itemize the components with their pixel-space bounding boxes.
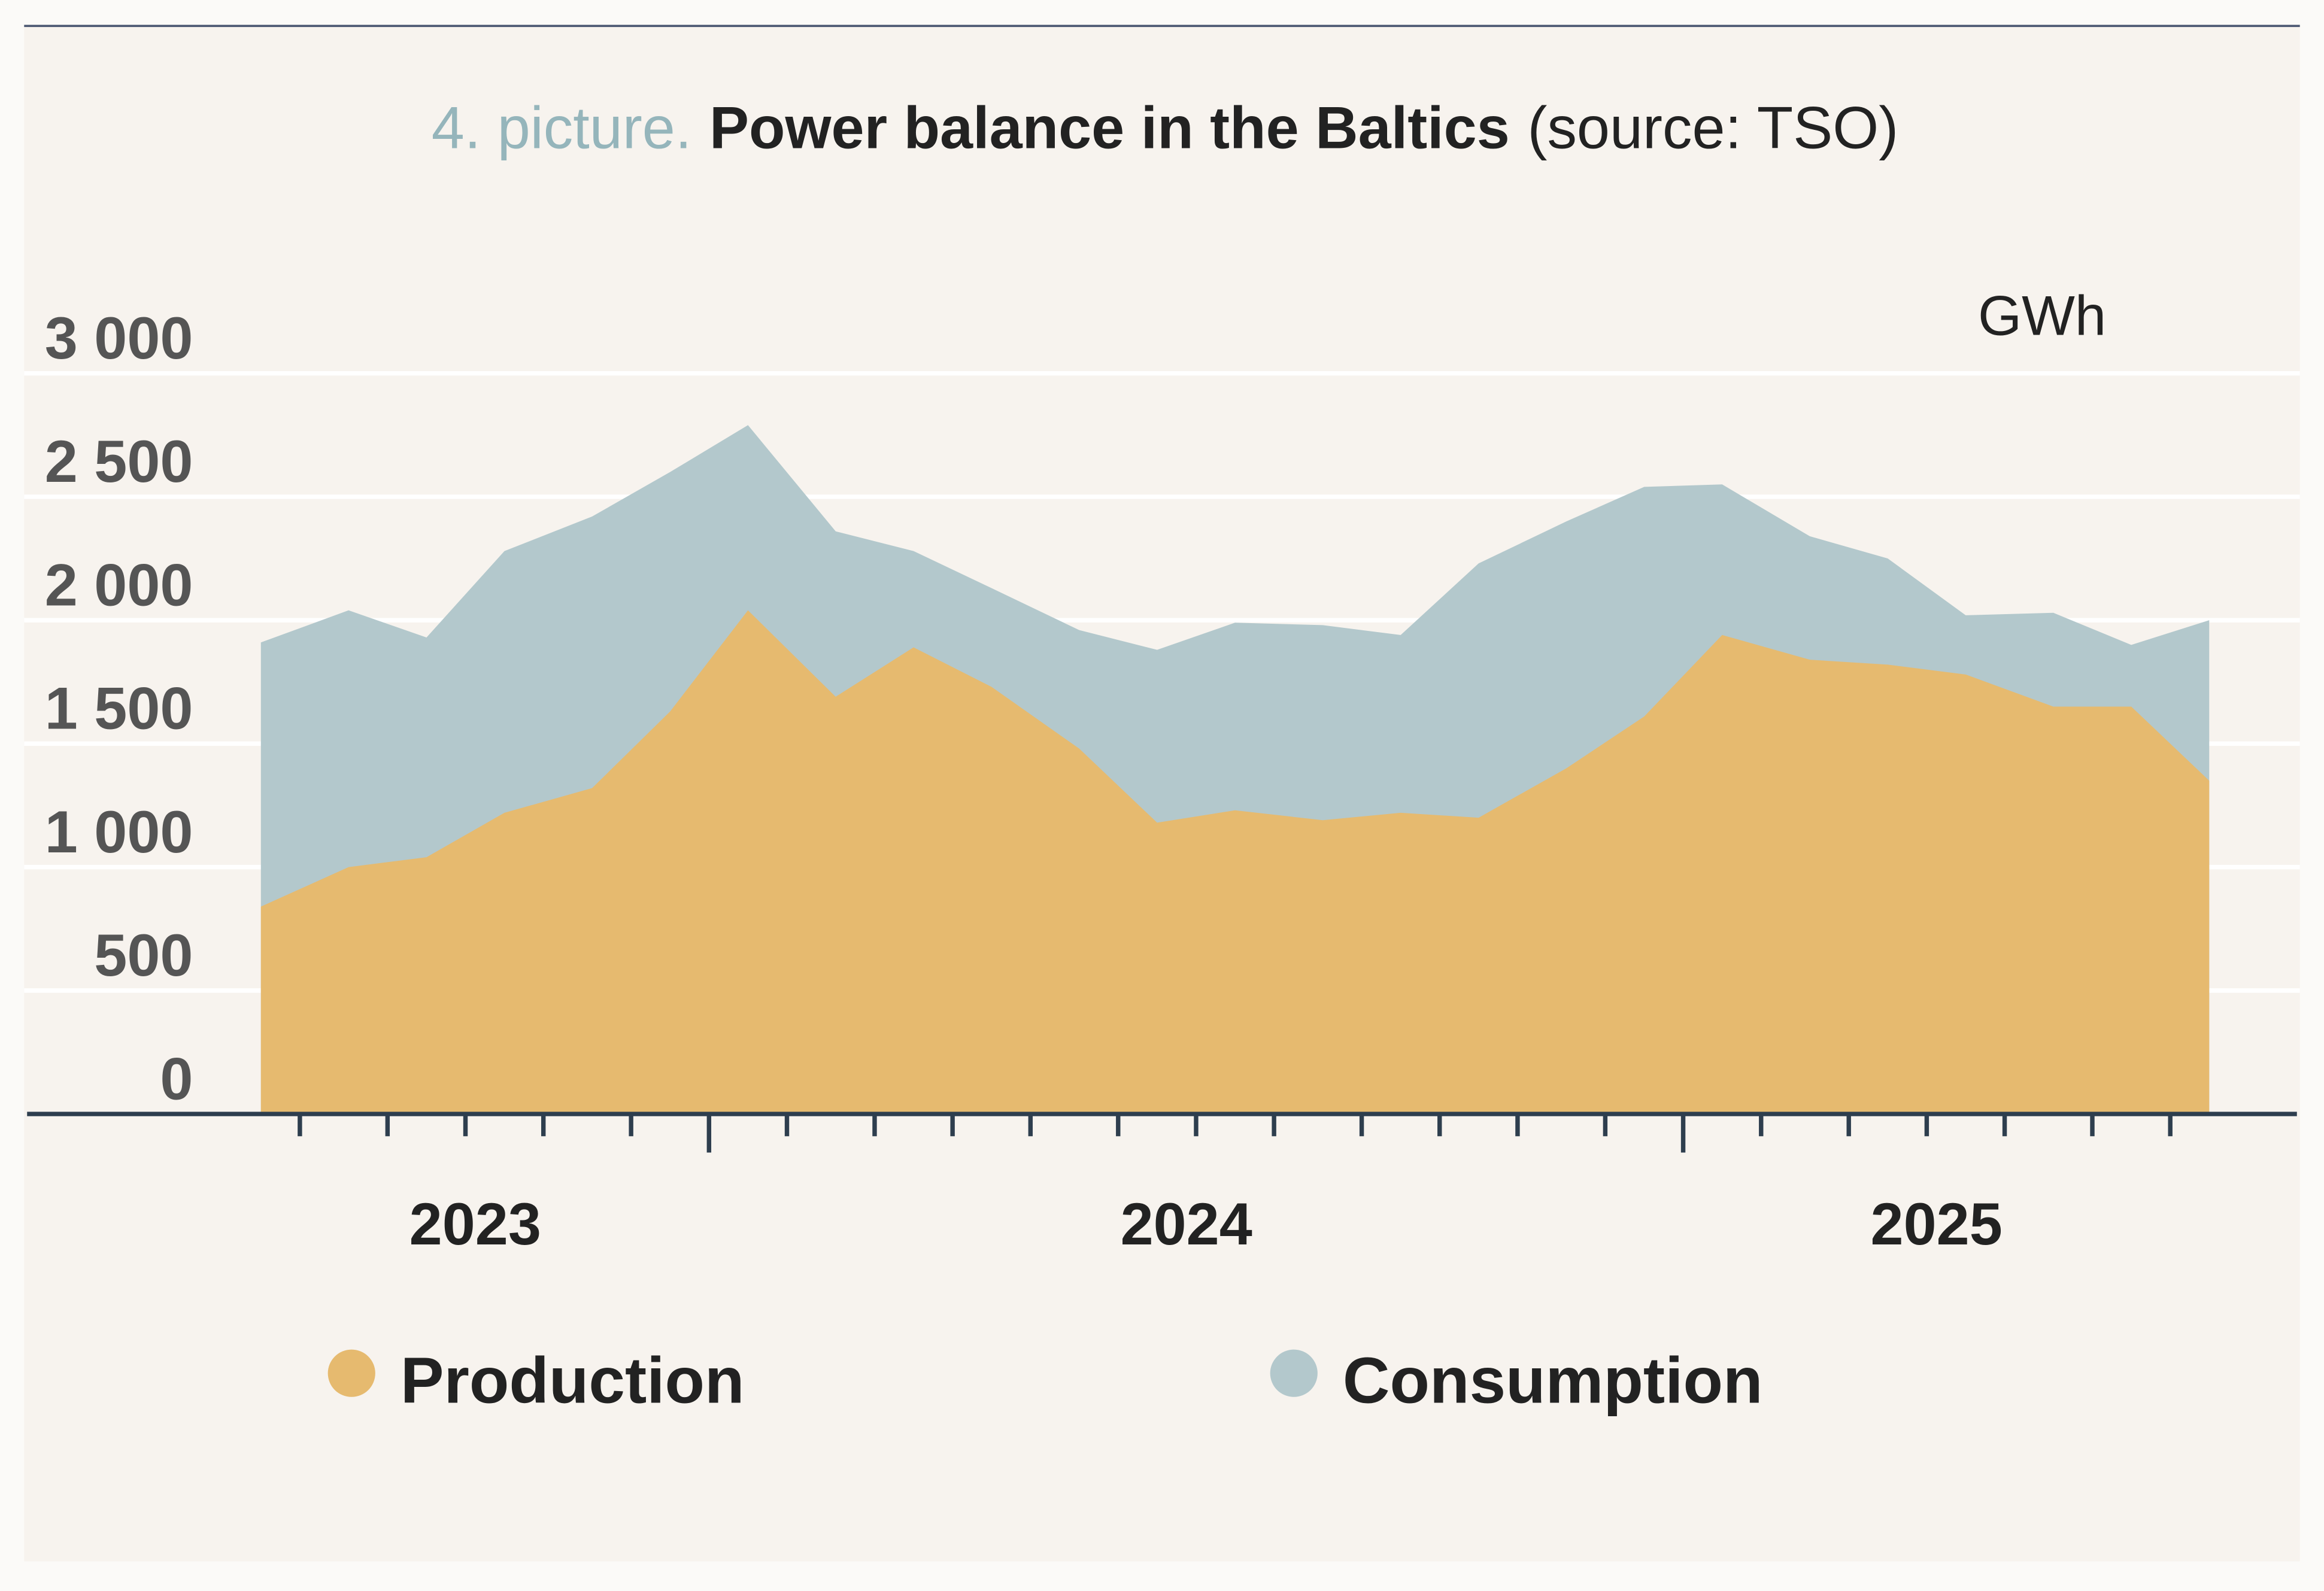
y-tick-label: 1 500 — [45, 675, 193, 742]
x-tick-label: 2025 — [1871, 1191, 2003, 1257]
axes: 0 500 1 000 1 500 2 000 2 500 3 000 2023 2024 202… — [27, 305, 2297, 1257]
y-tick-label: 1 000 — [45, 798, 193, 865]
legend-swatch — [1270, 1349, 1318, 1397]
plot — [260, 425, 2210, 1115]
legend-label: Consumption — [1343, 1344, 1763, 1417]
x-tick-label: 2023 — [409, 1191, 541, 1257]
y-tick-label: 3 000 — [45, 305, 193, 371]
area — [260, 610, 2210, 1115]
legend: Production Consumption — [327, 1344, 1763, 1417]
source: (source: TSO) — [1527, 94, 1898, 160]
legend-swatch — [327, 1349, 375, 1397]
y-tick-label: 500 — [94, 922, 193, 988]
x-tick-label: 2024 — [1121, 1191, 1252, 1257]
legend-label: Production — [401, 1344, 745, 1417]
y-tick-label: 0 — [160, 1045, 193, 1112]
y-tick-label: 2 000 — [45, 551, 193, 618]
y-tick-label: 2 500 — [45, 428, 193, 494]
figure-label: 4. picture. — [432, 94, 692, 160]
chart-title-group: 4. picture. Power balance in the Baltics (… — [432, 94, 1899, 160]
chart-title: Power balance in the Baltics — [709, 94, 1510, 160]
unit-label: GWh — [1978, 284, 2106, 347]
